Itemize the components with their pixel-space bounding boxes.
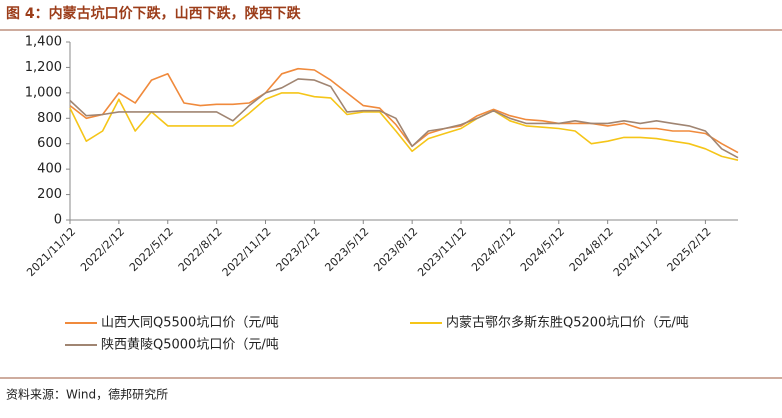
x-tick-label: 2025/2/12 <box>665 225 714 274</box>
source-note: 资料来源：Wind，德邦研究所 <box>6 387 168 402</box>
x-tick-label: 2023/5/12 <box>322 225 371 274</box>
x-tick-label: 2022/8/12 <box>176 225 225 274</box>
y-tick-label: 0 <box>54 213 62 228</box>
x-tick-label: 2022/11/12 <box>220 225 274 279</box>
y-tick-label: 200 <box>37 187 62 202</box>
x-tick-label: 2024/8/12 <box>567 225 616 274</box>
y-tick-label: 600 <box>37 136 62 151</box>
x-tick-label: 2022/5/12 <box>127 225 176 274</box>
y-tick-label: 1,400 <box>25 35 62 50</box>
y-tick-label: 1,200 <box>25 60 62 75</box>
legend-label: 内蒙古鄂尔多斯东胜Q5200坑口价（元/吨 <box>446 315 689 331</box>
series-line <box>69 67 739 154</box>
x-tick-label: 2023/8/12 <box>371 225 420 274</box>
y-tick-label: 400 <box>37 162 62 177</box>
chart-title: 图 4：内蒙古坑口价下跌，山西下跌，陕西下跌 <box>6 5 302 22</box>
legend-label: 陕西黄陵Q5000坑口价（元/吨 <box>101 338 279 353</box>
legend-label: 山西大同Q5500坑口价（元/吨 <box>101 316 279 331</box>
x-tick-label: 2021/11/12 <box>24 225 78 279</box>
y-tick-label: 1,000 <box>25 85 62 100</box>
y-tick-label: 800 <box>37 111 62 126</box>
series-line <box>69 92 739 161</box>
x-tick-label: 2024/5/12 <box>518 225 567 274</box>
series-line <box>69 78 739 159</box>
x-tick-label: 2023/2/12 <box>274 225 323 274</box>
x-tick-label: 2022/2/12 <box>78 225 127 274</box>
x-tick-label: 2023/11/12 <box>415 225 469 279</box>
x-tick-label: 2024/2/12 <box>469 225 518 274</box>
x-tick-label: 2024/11/12 <box>611 225 665 279</box>
